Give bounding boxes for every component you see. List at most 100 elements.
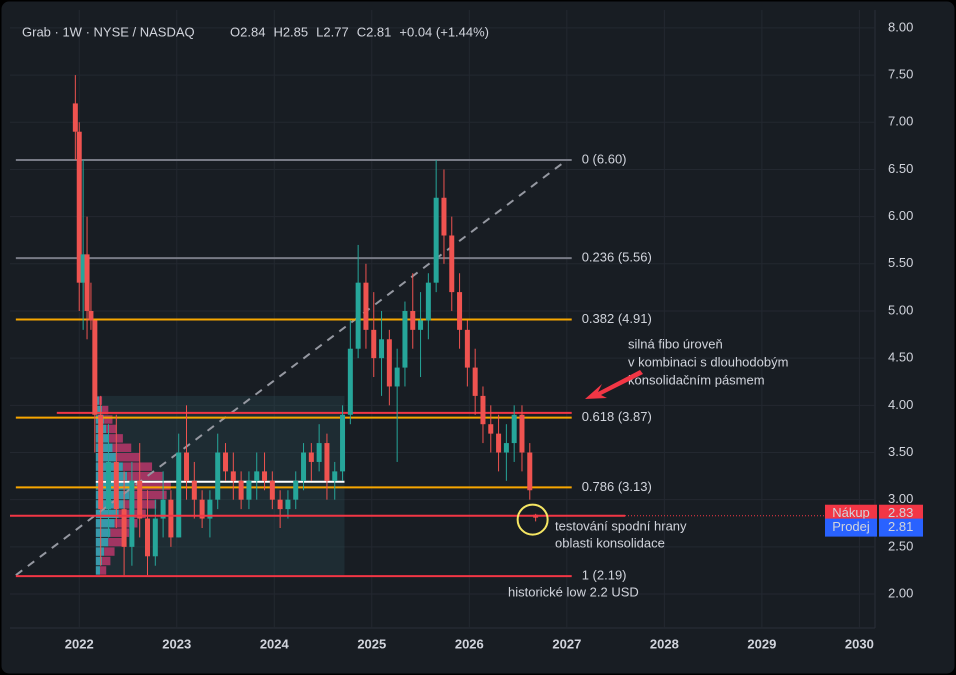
candle-body [433,197,439,283]
y-tick-label: 7.00 [888,114,913,129]
profile-up [95,547,105,556]
x-tick-label: 2027 [552,636,581,651]
profile-up [95,481,132,490]
candle-body [363,282,369,330]
candle-body [519,414,525,453]
candle-body [379,339,385,359]
candle-body [207,499,213,519]
y-tick-label: 4.50 [888,350,913,365]
candle-body [308,452,314,462]
candle-body [145,518,151,557]
ohlc-label: H [273,24,282,39]
y-tick-label: 7.50 [888,67,913,82]
profile-down [116,453,140,462]
candle-body [332,471,338,481]
candle-body [324,443,330,481]
candle-body [191,480,197,500]
candle-body [137,480,143,519]
badge-value: 2.83 [888,505,913,520]
profile-up [95,471,128,481]
profile-down [106,424,117,434]
x-tick-label: 2022 [65,636,94,651]
ohlc-label: L [316,24,323,39]
y-tick-label: 2.00 [888,585,913,600]
candle-body [464,329,470,368]
candle-body [88,310,94,321]
candle-body [301,452,307,481]
fib-label: 1 (2.19) [582,568,627,583]
profile-up [95,405,103,415]
candle-body [230,471,236,481]
candle-body [254,471,260,481]
candle-body [160,499,166,519]
candle-body [511,414,517,444]
profile-up [95,519,115,528]
fib-label: 0.618 (3.87) [582,409,652,424]
x-tick-label: 2030 [845,636,874,651]
candle-body [199,499,205,519]
x-tick-label: 2026 [455,636,484,651]
profile-down [112,443,132,453]
trend-line [15,159,568,576]
y-tick-label: 3.00 [888,491,913,506]
candle-body [184,452,190,481]
profile-down [108,434,123,443]
candle-body [168,499,174,538]
profile-down [127,471,163,481]
ohlc-value: 2.84 [240,24,265,39]
profile-down [102,556,111,566]
chart-title: Grab · 1W · NYSE / NASDAQ [22,24,195,39]
candle-body [223,452,229,472]
candle-body [113,461,119,510]
profile-up [95,453,117,462]
badge-value-bg [879,504,923,523]
candle-body [386,339,392,387]
profile-up [95,528,111,537]
y-tick-label: 5.50 [888,255,913,270]
candle-body [457,292,463,330]
fibo-note: silná fibo úroveň [628,336,723,351]
profile-down [131,481,171,490]
candle-body [527,452,533,491]
candle-body [347,348,353,415]
candle-body [472,367,478,396]
profile-down [108,537,123,547]
test-note: oblasti konsolidace [555,535,665,550]
fib-label: 0.236 (5.56) [582,250,652,265]
candle-body [340,414,346,472]
ohlc-value: 2.77 [323,24,348,39]
candle-body [496,433,502,453]
candle-body [355,282,361,349]
profile-down [110,528,130,537]
candle-body [238,480,244,500]
profile-down [102,405,109,415]
candle-body [176,452,182,538]
candle-body [92,320,98,415]
profile-down [104,415,113,424]
x-tick-label: 2024 [260,636,290,651]
fibo-note: konsolidačním pásmem [628,372,765,387]
profile-up [95,566,100,575]
y-tick-label: 3.50 [888,444,913,459]
y-tick-label: 6.50 [888,161,913,176]
x-tick-label: 2025 [357,636,386,651]
candle-body [402,310,408,368]
profile-up [95,556,103,566]
profile-down [99,566,107,575]
ohlc-label: C [357,24,366,39]
note-arrow [585,370,643,399]
profile-up [95,396,99,405]
candle-body [262,471,268,481]
candle-body [441,197,447,236]
fib-label: 0 (6.60) [582,151,627,166]
badge-label-bg [825,504,877,523]
candle-body [449,235,455,293]
profile-down [122,462,153,471]
change: +0.04 (+1.44%) [399,24,489,39]
badge-label-bg [825,518,877,537]
candle-body [277,499,283,510]
candle-body [293,480,299,500]
badge-label: Nákup [832,505,870,520]
candle-body [72,103,78,132]
candle-body [418,320,424,330]
